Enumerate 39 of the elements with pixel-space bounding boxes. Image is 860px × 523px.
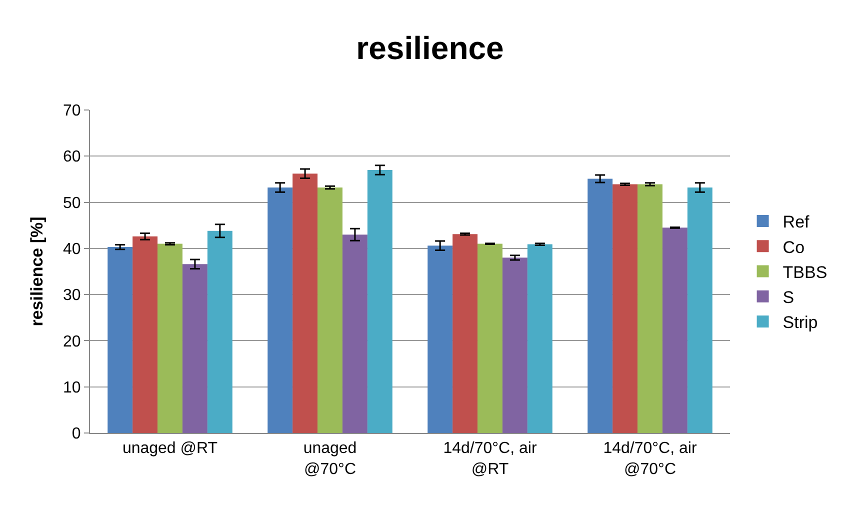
bar [367, 170, 392, 433]
bar [502, 258, 528, 433]
x-tick-label: unaged @70°C [303, 440, 357, 478]
y-tick-label: 40 [63, 241, 81, 258]
bar [292, 174, 318, 433]
y-tick-label: 50 [63, 194, 81, 212]
bar [478, 244, 502, 433]
legend-label: Co [782, 238, 805, 257]
bar [342, 234, 368, 433]
y-tick-label: 60 [63, 148, 81, 166]
bar [318, 188, 342, 433]
y-tick-label: 0 [72, 426, 81, 443]
bar [428, 246, 453, 433]
y-tick-label: 20 [63, 333, 81, 350]
bar [638, 184, 662, 433]
bar [108, 247, 133, 433]
bar [268, 188, 293, 433]
legend-label: Ref [782, 212, 810, 232]
bar [132, 236, 158, 433]
bar [158, 244, 182, 433]
y-tick-label: 70 [63, 102, 81, 120]
x-tick-label: 14d/70°C, air @70°C [603, 440, 698, 478]
bar [662, 228, 688, 433]
x-tick-label: 14d/70°C, air @RT [443, 440, 538, 478]
legend-label: Strip [782, 313, 818, 332]
x-tick-label: unaged @RT [122, 440, 218, 458]
bar [182, 264, 208, 433]
legend-label: TBBS [782, 262, 828, 282]
chart-title: resilience [356, 30, 504, 66]
bar [612, 184, 638, 433]
bar [527, 244, 552, 433]
y-axis-title: resilience [%] [28, 216, 47, 326]
legend-label: S [782, 288, 794, 307]
bar [588, 178, 613, 433]
bar [687, 188, 712, 433]
y-tick-label: 30 [63, 287, 81, 304]
y-tick-label: 10 [63, 379, 81, 396]
bar [452, 234, 478, 433]
bar [207, 230, 232, 433]
